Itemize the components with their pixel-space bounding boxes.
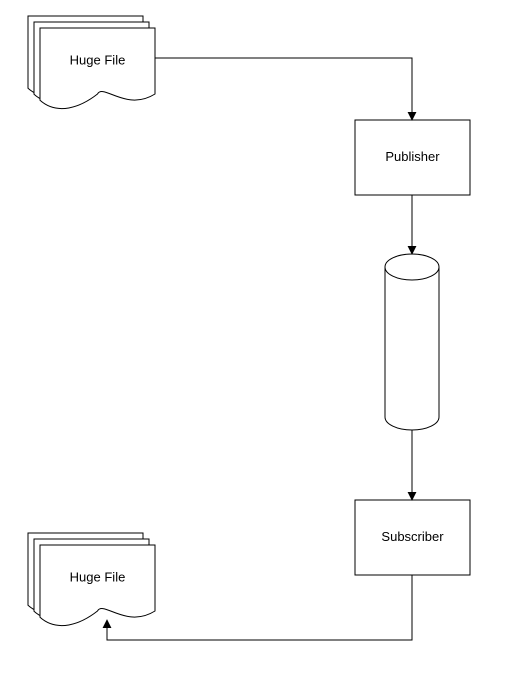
label-hugeFileBottom: Huge File — [70, 569, 126, 584]
label-subscriber: Subscriber — [381, 529, 444, 544]
label-publisher: Publisher — [385, 149, 440, 164]
label-hugeFileTop: Huge File — [70, 52, 126, 67]
